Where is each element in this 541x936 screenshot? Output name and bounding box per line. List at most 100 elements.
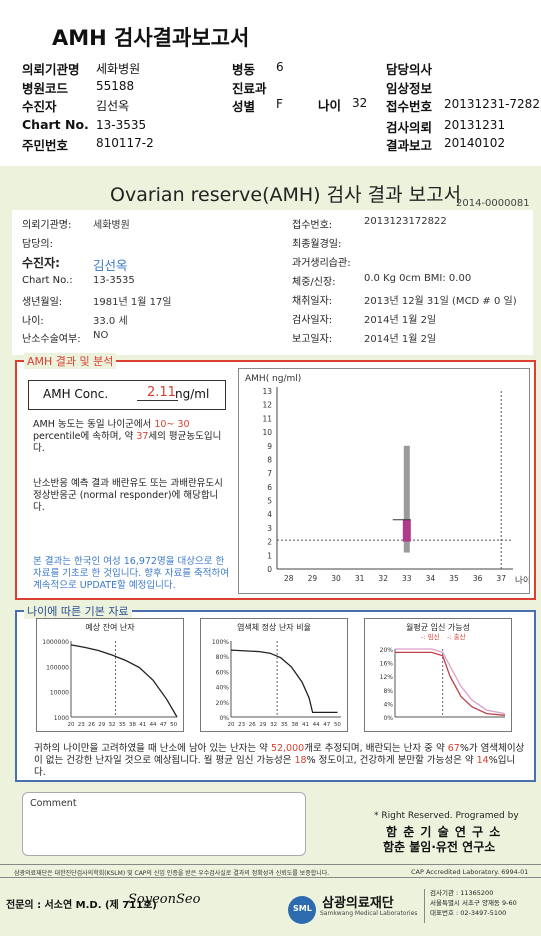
mini-chart-title: 월평균 임신 가능성	[406, 622, 470, 632]
normal-pct-value: 67	[447, 743, 460, 754]
mini-chart-title: 염색체 정상 난자 비율	[237, 622, 311, 632]
header-field-label: 결과보고	[386, 138, 433, 153]
patient-field-label: 의뢰기관명:	[22, 220, 72, 231]
iqr-box	[402, 519, 411, 542]
cap-accreditation: CAP Accredited Laboratory. 6994-01	[411, 868, 529, 876]
comment-box: Comment	[22, 792, 306, 856]
x-tick-label: 35	[449, 574, 459, 583]
contact-line: 대표번호 : 02-3497-5100	[430, 909, 507, 917]
header-field-value: 55188	[96, 79, 135, 93]
y-tick-label: 20%	[216, 700, 230, 707]
y-tick-label: 20%	[380, 647, 394, 654]
y-tick-label: 0	[267, 565, 272, 574]
x-tick-label: 36	[473, 574, 483, 583]
header-field-value: 6	[276, 60, 284, 74]
patient-field-value: 김선옥	[93, 258, 128, 273]
y-tick-label: 1	[267, 551, 272, 560]
conc-label: AMH Conc.	[43, 387, 109, 401]
x-tick-label: 34	[426, 574, 436, 583]
y-tick-label: 1000000	[42, 639, 69, 646]
pregnancy-chance-chart: 월평균 임신 가능성-: 임신 -: 출산 0% 4% 8% 12% 16% 20%	[380, 622, 506, 722]
patient-field-label: 생년월일:	[22, 297, 63, 308]
legend-birth: -: 출산	[447, 632, 466, 641]
y-tick-label: 9	[267, 442, 272, 451]
report-field-label: 보고일자:	[292, 334, 333, 345]
report-field-label: 채취일자:	[292, 296, 333, 307]
report-field-label: 접수번호:	[292, 220, 333, 231]
header-field-value: 810117-2	[96, 136, 154, 150]
y-tick-label: 7	[267, 469, 272, 478]
patient-field-value: 33.0 세	[93, 316, 128, 327]
patient-field-label: 나이:	[22, 316, 44, 327]
patient-field-value: 13-3535	[93, 275, 135, 286]
y-tick-label: 100%	[212, 639, 229, 646]
x-tick-label: 35	[119, 722, 126, 728]
y-tick-label: 3	[267, 524, 272, 533]
patient-field-value: NO	[93, 330, 109, 341]
normal-ratio-line	[230, 649, 338, 714]
range-bar	[403, 445, 410, 553]
x-tick-label: 44	[313, 722, 320, 728]
header-field-label: 성별	[232, 99, 256, 114]
report-field-label: 검사일자:	[292, 315, 333, 326]
footer-divider	[0, 864, 541, 865]
mini-chart-title: 예상 잔여 난자	[85, 622, 135, 632]
summary-b: 개로 추정되며, 배란되는 난자 중 약	[304, 743, 445, 754]
header-field-label: 의뢰기관명	[22, 62, 80, 77]
age-summary-text: 귀하의 나이만을 고려하였을 때 난소에 남아 있는 난자는 약 52,000개…	[34, 743, 526, 779]
x-tick-label: 41	[302, 722, 309, 728]
report-field-value: 2013123172822	[364, 216, 447, 227]
y-axis-label: AMH( ng/ml)	[245, 374, 301, 384]
x-tick-label: 50	[170, 722, 177, 728]
x-tick-label: 33	[402, 574, 412, 583]
lab-name-2: 함춘 불임·유전 연구소	[383, 840, 496, 854]
x-axis-label: 나이	[515, 575, 529, 586]
normal-egg-ratio-chart: 염색체 정상 난자 비율 0% 20% 40% 60% 80% 100% 20 23 26 29 32…	[212, 622, 342, 728]
contact-line: 검사기관 : 11365200	[430, 889, 494, 897]
x-tick-label: 23	[238, 722, 245, 728]
contact-info: 검사기관 : 11365200 서울특별시 서초구 양재동 9-60 대표번호 …	[430, 888, 517, 918]
y-tick-label: 10	[262, 428, 272, 437]
header-field-value: 20131231-72822	[444, 97, 541, 111]
header-field-label: 접수번호	[386, 99, 433, 114]
report-field-label: 과거생리습관:	[292, 258, 351, 269]
pregnancy-chance-panel: 월평균 임신 가능성 -: 임신 -: 출산 0% 4% 8% 12% 16% 20%	[364, 618, 512, 732]
percentile-tilde: ~	[166, 419, 175, 430]
pregnancy-pct-value: 18	[294, 755, 307, 766]
logo-text: SML	[293, 904, 312, 913]
comment-label: Comment	[30, 798, 77, 809]
percentile-high: 30	[177, 419, 190, 430]
x-tick-label: 38	[129, 722, 136, 728]
header-field-label: 담당의사	[386, 62, 433, 77]
amh-section-title: AMH 결과 및 분석	[24, 353, 117, 369]
x-tick-label: 20	[228, 722, 235, 728]
x-tick-label: 50	[334, 722, 341, 728]
x-tick-label: 35	[281, 722, 288, 728]
amh-percentile-text: AMH 농도는 동일 나이군에서 10~ 30 percentile에 속하며,…	[33, 419, 228, 455]
x-tick-label: 30	[331, 574, 341, 583]
patient-field-value: 1981년 1월 17일	[93, 297, 172, 308]
amh-age-chart-panel: AMH( ng/ml) 0 1 2 3 4 5 6 7 8 9 10 11 12 13 28 29 30 31 32 3…	[238, 368, 531, 594]
copyright-text: * Right Reserved. Programed by	[374, 811, 519, 821]
header-field-label: 진료과	[232, 81, 267, 96]
x-tick-label: 47	[323, 722, 330, 728]
patient-field-value: 세화병원	[93, 220, 130, 231]
age-value: 32	[352, 96, 368, 110]
y-tick-label: 60%	[216, 669, 230, 676]
y-tick-label: 12%	[380, 674, 394, 681]
y-tick-label: 13	[262, 387, 272, 396]
report-field-value: 2014년 1월 2일	[364, 334, 437, 345]
document-number: 2014-0000081	[456, 198, 530, 209]
remaining-eggs-panel: 예상 잔여 난자 1000 10000 100000 1000000 20 23 26 29 32…	[36, 618, 184, 732]
header-field-label: 수진자	[22, 99, 57, 114]
y-tick-label: 40%	[216, 685, 230, 692]
report-title: Ovarian reserve(AMH) 검사 결과 보고서	[110, 184, 462, 206]
header-field-value: 20131231	[444, 118, 506, 132]
summary-a: 귀하의 나이만을 고려하였을 때 난소에 남아 있는 난자는 약	[34, 743, 268, 754]
y-tick-label: 0%	[219, 715, 229, 722]
y-tick-label: 11	[262, 414, 272, 423]
x-tick-label: 23	[78, 722, 85, 728]
specialist-signature: SoyeonSeo	[128, 892, 201, 907]
x-tick-label: 37	[496, 574, 506, 583]
